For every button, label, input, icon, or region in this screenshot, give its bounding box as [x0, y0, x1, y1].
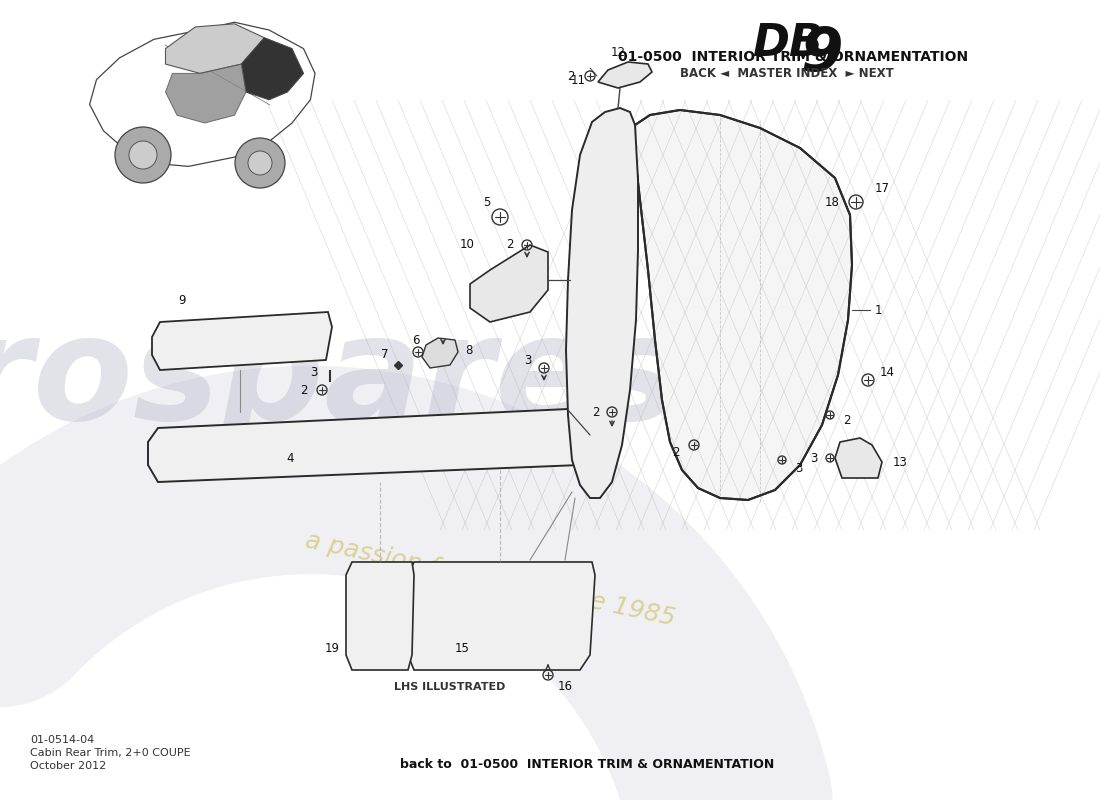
Polygon shape	[470, 245, 548, 322]
Text: 5: 5	[483, 195, 490, 209]
Text: 12: 12	[610, 46, 626, 58]
Text: 2: 2	[843, 414, 850, 426]
Text: 3: 3	[811, 451, 818, 465]
Text: 3: 3	[310, 366, 318, 378]
Text: BACK ◄  MASTER INDEX  ► NEXT: BACK ◄ MASTER INDEX ► NEXT	[680, 67, 893, 80]
Text: 1: 1	[874, 303, 882, 317]
Text: 2: 2	[568, 70, 575, 82]
Text: eurospares: eurospares	[0, 310, 681, 450]
Text: 16: 16	[558, 681, 573, 694]
Text: LHS ILLUSTRATED: LHS ILLUSTRATED	[394, 682, 506, 692]
Polygon shape	[566, 108, 638, 498]
Text: 6: 6	[412, 334, 420, 346]
Text: a passion for parts since 1985: a passion for parts since 1985	[302, 529, 678, 631]
Text: 15: 15	[454, 642, 470, 654]
Circle shape	[235, 138, 285, 188]
Text: 7: 7	[381, 349, 388, 362]
Text: DB: DB	[752, 22, 823, 65]
Text: 13: 13	[893, 455, 907, 469]
Text: 01-0500  INTERIOR TRIM & ORNAMENTATION: 01-0500 INTERIOR TRIM & ORNAMENTATION	[618, 50, 968, 64]
Text: 11: 11	[571, 74, 585, 86]
Circle shape	[248, 151, 272, 175]
Text: October 2012: October 2012	[30, 761, 107, 771]
Polygon shape	[152, 312, 332, 370]
Polygon shape	[422, 338, 458, 368]
Polygon shape	[165, 64, 246, 123]
Circle shape	[129, 141, 157, 169]
Text: 17: 17	[874, 182, 890, 194]
Text: 2: 2	[672, 446, 680, 458]
Text: 2: 2	[506, 238, 514, 251]
Polygon shape	[165, 24, 264, 74]
Text: 9: 9	[178, 294, 186, 306]
Text: 14: 14	[880, 366, 895, 378]
Text: 18: 18	[825, 195, 840, 209]
Polygon shape	[241, 38, 304, 100]
Text: 2: 2	[300, 383, 308, 397]
Circle shape	[116, 127, 170, 183]
Text: 8: 8	[465, 343, 472, 357]
Polygon shape	[346, 562, 414, 670]
Text: 9: 9	[800, 25, 843, 84]
Text: Cabin Rear Trim, 2+0 COUPE: Cabin Rear Trim, 2+0 COUPE	[30, 748, 190, 758]
Text: 01-0514-04: 01-0514-04	[30, 735, 95, 745]
Text: back to  01-0500  INTERIOR TRIM & ORNAMENTATION: back to 01-0500 INTERIOR TRIM & ORNAMENT…	[400, 758, 774, 771]
Text: 3: 3	[795, 462, 802, 474]
Text: 19: 19	[324, 642, 340, 654]
Text: 4: 4	[286, 451, 294, 465]
Text: 2: 2	[593, 406, 600, 418]
Polygon shape	[408, 562, 595, 670]
Polygon shape	[835, 438, 882, 478]
Polygon shape	[635, 110, 852, 500]
Text: 10: 10	[460, 238, 475, 251]
Text: 3: 3	[525, 354, 532, 366]
Polygon shape	[598, 62, 652, 88]
Polygon shape	[148, 408, 595, 482]
